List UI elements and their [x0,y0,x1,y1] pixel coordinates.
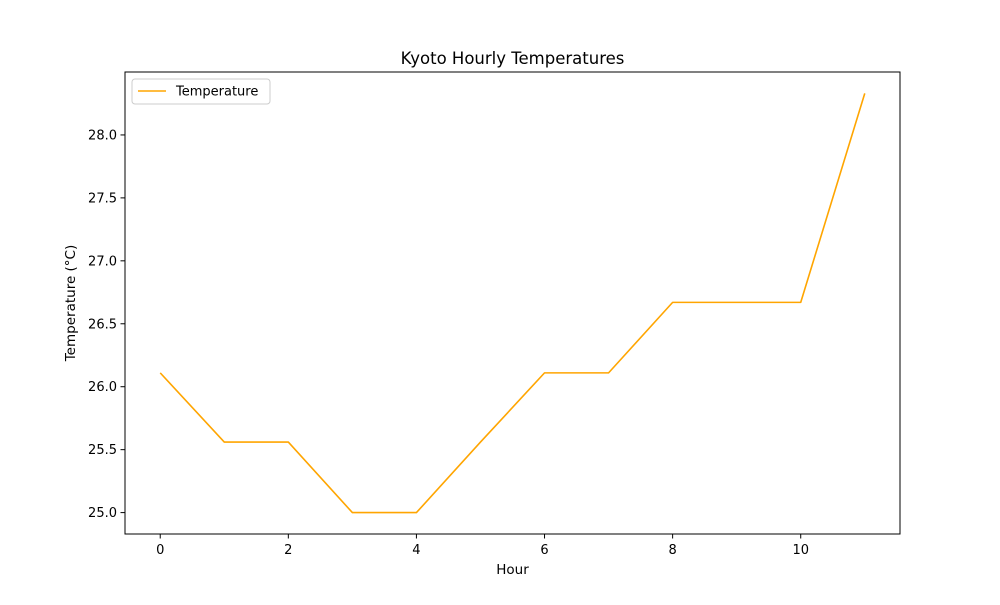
legend: Temperature [131,78,271,105]
plot-area [159,93,866,514]
y-tick-label: 25.5 [88,443,117,458]
y-tick-label: 28.0 [88,128,117,143]
x-tick-label: 4 [412,543,420,558]
y-axis: 25.0 25.5 26.0 26.5 27.0 27.5 28.0 [88,128,125,521]
axes-frame [124,71,901,535]
y-tick-label: 25.0 [88,506,117,521]
x-tick-label: 8 [668,543,676,558]
y-axis-label: Temperature (°C) [63,245,79,363]
chart-title: Kyoto Hourly Temperatures [401,49,625,68]
legend-label: Temperature [175,85,258,100]
x-tick-label: 0 [156,543,164,558]
x-tick-label: 2 [284,543,292,558]
y-tick-label: 27.0 [88,254,117,269]
x-axis: 0 2 4 6 8 10 [156,534,809,558]
y-tick-label: 26.0 [88,380,117,395]
x-tick-label: 6 [540,543,548,558]
series-line-temperature [159,93,866,514]
legend-box [131,78,271,105]
y-tick-label: 26.5 [88,317,117,332]
x-tick-label: 10 [792,543,809,558]
y-tick-label: 27.5 [88,191,117,206]
x-axis-label: Hour [496,562,529,578]
